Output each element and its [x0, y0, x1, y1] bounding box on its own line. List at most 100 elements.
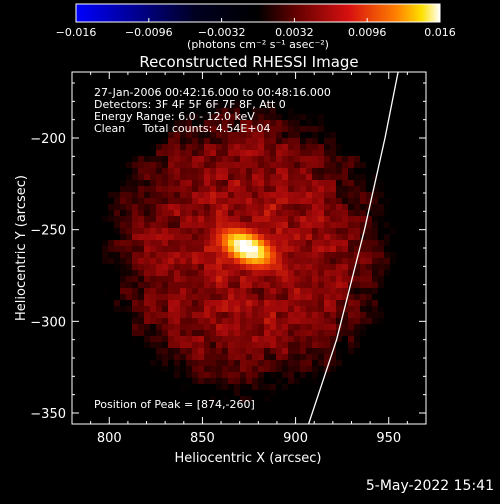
heatmap-cell: [282, 180, 289, 187]
heatmap-cell: [84, 360, 91, 367]
heatmap-cell: [192, 108, 199, 115]
heatmap-cell: [402, 240, 409, 247]
heatmap-cell: [366, 168, 373, 175]
heatmap-cell: [324, 246, 331, 253]
heatmap-cell: [258, 78, 265, 85]
heatmap-cell: [90, 186, 97, 193]
heatmap-cell: [168, 162, 175, 169]
heatmap-cell: [216, 114, 223, 121]
heatmap-cell: [324, 108, 331, 115]
heatmap-cell: [138, 288, 145, 295]
heatmap-cell: [132, 114, 139, 121]
annotation-counts: Clean Total counts: 4.54E+04: [94, 122, 271, 135]
heatmap-cell: [336, 174, 343, 181]
heatmap-cell: [228, 282, 235, 289]
heatmap-cell: [132, 174, 139, 181]
heatmap-cell: [354, 168, 361, 175]
heatmap-cell: [180, 120, 187, 127]
heatmap-cell: [330, 216, 337, 223]
heatmap-cell: [252, 354, 259, 361]
heatmap-cell: [276, 90, 283, 97]
heatmap-cell: [342, 168, 349, 175]
heatmap-cell: [300, 120, 307, 127]
heatmap-cell: [402, 384, 409, 391]
heatmap-cell: [174, 216, 181, 223]
heatmap-cell: [84, 288, 91, 295]
heatmap-cell: [96, 240, 103, 247]
heatmap-cell: [132, 354, 139, 361]
heatmap-cell: [246, 360, 253, 367]
heatmap-cell: [318, 300, 325, 307]
heatmap-cell: [258, 378, 265, 385]
heatmap-cell: [306, 216, 313, 223]
heatmap-cell: [144, 132, 151, 139]
heatmap-cell: [294, 420, 301, 424]
heatmap-cell: [102, 180, 109, 187]
heatmap-cell: [336, 78, 343, 85]
heatmap-cell: [186, 420, 193, 424]
heatmap-cell: [102, 336, 109, 343]
heatmap-cell: [264, 174, 271, 181]
heatmap-cell: [288, 306, 295, 313]
heatmap-cell: [108, 300, 115, 307]
heatmap-cell: [300, 258, 307, 265]
heatmap-cell: [276, 258, 283, 265]
heatmap-cell: [216, 336, 223, 343]
heatmap-cell: [318, 78, 325, 85]
heatmap-cell: [396, 306, 403, 313]
heatmap-cell: [270, 198, 277, 205]
heatmap-cell: [336, 222, 343, 229]
heatmap-cell: [222, 162, 229, 169]
heatmap-cell: [90, 120, 97, 127]
heatmap-cell: [90, 384, 97, 391]
heatmap-cell: [162, 138, 169, 145]
heatmap-cell: [78, 396, 85, 403]
heatmap-cell: [234, 348, 241, 355]
heatmap-cell: [144, 102, 151, 109]
heatmap-cell: [366, 384, 373, 391]
heatmap-cell: [168, 366, 175, 373]
heatmap-cell: [72, 396, 79, 403]
heatmap-cell: [204, 90, 211, 97]
heatmap-cell: [222, 282, 229, 289]
heatmap-cell: [168, 126, 175, 133]
heatmap-cell: [168, 420, 175, 424]
heatmap-cell: [282, 414, 289, 421]
heatmap-cell: [378, 78, 385, 85]
heatmap-cell: [132, 402, 139, 409]
heatmap-cell: [240, 402, 247, 409]
heatmap-cell: [138, 168, 145, 175]
heatmap-cell: [264, 402, 271, 409]
heatmap-cell: [126, 78, 133, 85]
heatmap-cell: [366, 138, 373, 145]
heatmap-cell: [288, 90, 295, 97]
heatmap-cell: [234, 300, 241, 307]
heatmap-cell: [156, 204, 163, 211]
heatmap-cell: [402, 264, 409, 271]
heatmap-cell: [402, 360, 409, 367]
heatmap-cell: [408, 216, 415, 223]
heatmap-cell: [270, 78, 277, 85]
heatmap-cell: [126, 288, 133, 295]
plot-area: [72, 72, 426, 424]
heatmap-cell: [210, 390, 217, 397]
heatmap-cell: [336, 96, 343, 103]
heatmap-cell: [78, 192, 85, 199]
heatmap-cell: [138, 420, 145, 424]
heatmap-cell: [312, 372, 319, 379]
heatmap-cell: [162, 396, 169, 403]
heatmap-cell: [276, 114, 283, 121]
heatmap-cell: [228, 270, 235, 277]
heatmap-cell: [126, 180, 133, 187]
heatmap-cell: [318, 408, 325, 415]
heatmap-cell: [90, 318, 97, 325]
heatmap-cell: [288, 72, 295, 79]
heatmap-cell: [378, 366, 385, 373]
heatmap-cell: [360, 270, 367, 277]
heatmap-cell: [126, 114, 133, 121]
heatmap-cell: [252, 258, 259, 265]
heatmap-cell: [132, 276, 139, 283]
heatmap-cell: [294, 372, 301, 379]
heatmap-cell: [360, 228, 367, 235]
heatmap-cell: [372, 186, 379, 193]
